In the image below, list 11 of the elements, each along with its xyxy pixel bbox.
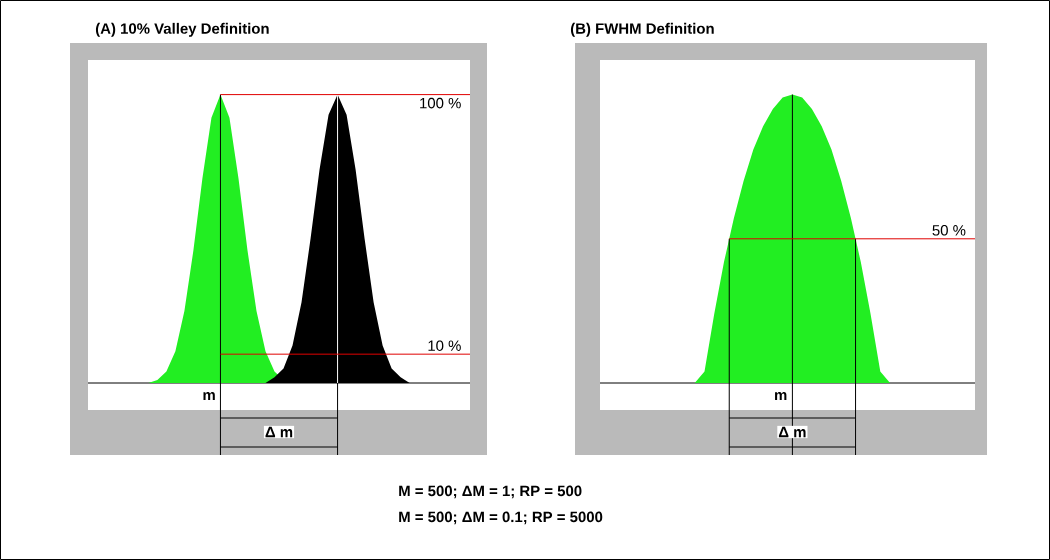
ref-line-label: 100 % xyxy=(420,97,461,109)
chart-title: (B) FWHM Definition xyxy=(570,22,714,37)
ref-line-label: 10 % xyxy=(428,340,461,351)
text: M = 500; ΔM = 0.1; RP = 5000 xyxy=(399,511,603,525)
text: Δ m xyxy=(778,426,806,438)
ref-line-label: 50 % xyxy=(932,225,966,236)
text: m xyxy=(775,391,787,401)
chart-title: (A) 10% Valley Definition xyxy=(95,22,269,37)
text: M = 500; ΔM = 1; RP = 500 xyxy=(399,485,582,499)
text: m xyxy=(203,391,215,401)
text: Δ m xyxy=(265,426,293,438)
